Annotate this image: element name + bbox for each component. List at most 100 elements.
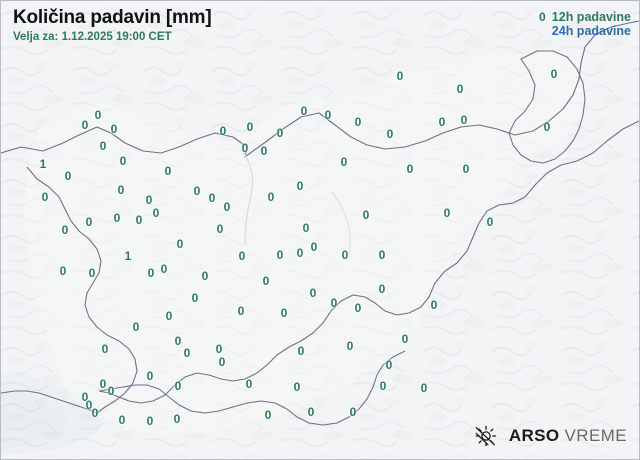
station-value: 0 (85, 215, 93, 229)
station-value: 0 (101, 342, 109, 356)
station-value: 0 (456, 82, 464, 96)
station-value: 0 (146, 369, 154, 383)
border-west (26, 166, 138, 414)
station-value: 1 (39, 157, 47, 171)
station-value: 0 (341, 248, 349, 262)
station-value: 0 (430, 298, 438, 312)
station-value: 0 (174, 334, 182, 348)
station-value: 0 (218, 355, 226, 369)
station-value: 0 (81, 390, 89, 404)
station-value: 0 (118, 413, 126, 427)
station-value: 0 (550, 67, 558, 81)
station-value: 0 (280, 306, 288, 320)
station-value: 0 (324, 108, 332, 122)
station-value: 0 (146, 414, 154, 428)
station-value: 0 (346, 339, 354, 353)
station-value: 0 (401, 332, 409, 346)
legend-row-12h: 0 12h padavine (538, 10, 631, 24)
station-value: 0 (406, 162, 414, 176)
station-value: 0 (238, 249, 246, 263)
station-value: 0 (88, 266, 96, 280)
station-value: 0 (246, 120, 254, 134)
station-value: 0 (237, 304, 245, 318)
legend-marker-12h-icon: 0 (538, 10, 546, 24)
station-value: 0 (191, 291, 199, 305)
station-value: 1 (124, 249, 132, 263)
station-value: 0 (379, 379, 387, 393)
border-north (1, 20, 639, 158)
station-value: 0 (193, 184, 201, 198)
station-value: 0 (330, 296, 338, 310)
station-value: 0 (438, 115, 446, 129)
station-value: 0 (297, 344, 305, 358)
sun-rays-icon (475, 425, 497, 447)
station-value: 0 (310, 240, 318, 254)
station-value: 0 (85, 398, 93, 412)
station-value: 0 (245, 377, 253, 391)
station-value: 0 (132, 320, 140, 334)
station-value: 0 (462, 162, 470, 176)
station-value: 0 (276, 126, 284, 140)
station-value: 0 (354, 115, 362, 129)
station-value: 0 (107, 384, 115, 398)
station-value: 0 (354, 301, 362, 315)
station-value: 0 (160, 262, 168, 276)
legend: 0 12h padavine 0 24h padavine (538, 10, 631, 38)
station-value: 0 (41, 190, 49, 204)
station-value: 0 (386, 127, 394, 141)
station-value: 0 (460, 113, 468, 127)
station-value: 0 (223, 200, 231, 214)
station-value: 0 (117, 183, 125, 197)
legend-label-24h: 24h padavine (551, 24, 631, 38)
station-value: 0 (94, 108, 102, 122)
station-value: 0 (262, 274, 270, 288)
river-line-2 (330, 190, 351, 256)
station-value: 0 (81, 118, 89, 132)
station-value: 0 (241, 141, 249, 155)
station-value: 0 (99, 377, 107, 391)
station-value: 0 (152, 206, 160, 220)
station-value: 0 (113, 211, 121, 225)
river-line (240, 148, 254, 246)
station-value: 0 (110, 122, 118, 136)
station-value: 0 (91, 406, 99, 420)
station-value: 0 (215, 342, 223, 356)
station-value: 0 (201, 269, 209, 283)
station-value: 0 (396, 69, 404, 83)
station-value: 0 (208, 191, 216, 205)
station-value: 0 (486, 215, 494, 229)
station-value: 0 (216, 222, 224, 236)
station-value: 0 (300, 104, 308, 118)
station-value: 0 (443, 206, 451, 220)
border-northeast-loop (508, 50, 586, 164)
station-value: 0 (165, 309, 173, 323)
station-value: 0 (145, 193, 153, 207)
station-value: 0 (296, 179, 304, 193)
station-value: 0 (309, 286, 317, 300)
station-value: 0 (543, 120, 551, 134)
slovenia-land (25, 49, 587, 435)
station-value: 0 (340, 155, 348, 169)
brand-text: ARSO VREME (509, 426, 627, 446)
station-value: 0 (385, 358, 393, 372)
station-value: 0 (264, 408, 272, 422)
station-value: 0 (64, 169, 72, 183)
station-value: 0 (119, 154, 127, 168)
border-south (98, 350, 406, 426)
station-value: 0 (302, 221, 310, 235)
arso-vreme-logo[interactable]: ARSO VREME (475, 425, 627, 447)
station-value: 0 (173, 412, 181, 426)
station-value: 0 (349, 405, 357, 419)
station-value: 0 (362, 208, 370, 222)
station-value: 0 (174, 379, 182, 393)
border-east-south (98, 120, 639, 404)
brand-secondary: VREME (564, 426, 627, 445)
station-value: 0 (260, 144, 268, 158)
coastline (1, 390, 98, 414)
station-value: 0 (276, 248, 284, 262)
brand-primary: ARSO (508, 426, 560, 445)
station-value: 0 (267, 190, 275, 204)
